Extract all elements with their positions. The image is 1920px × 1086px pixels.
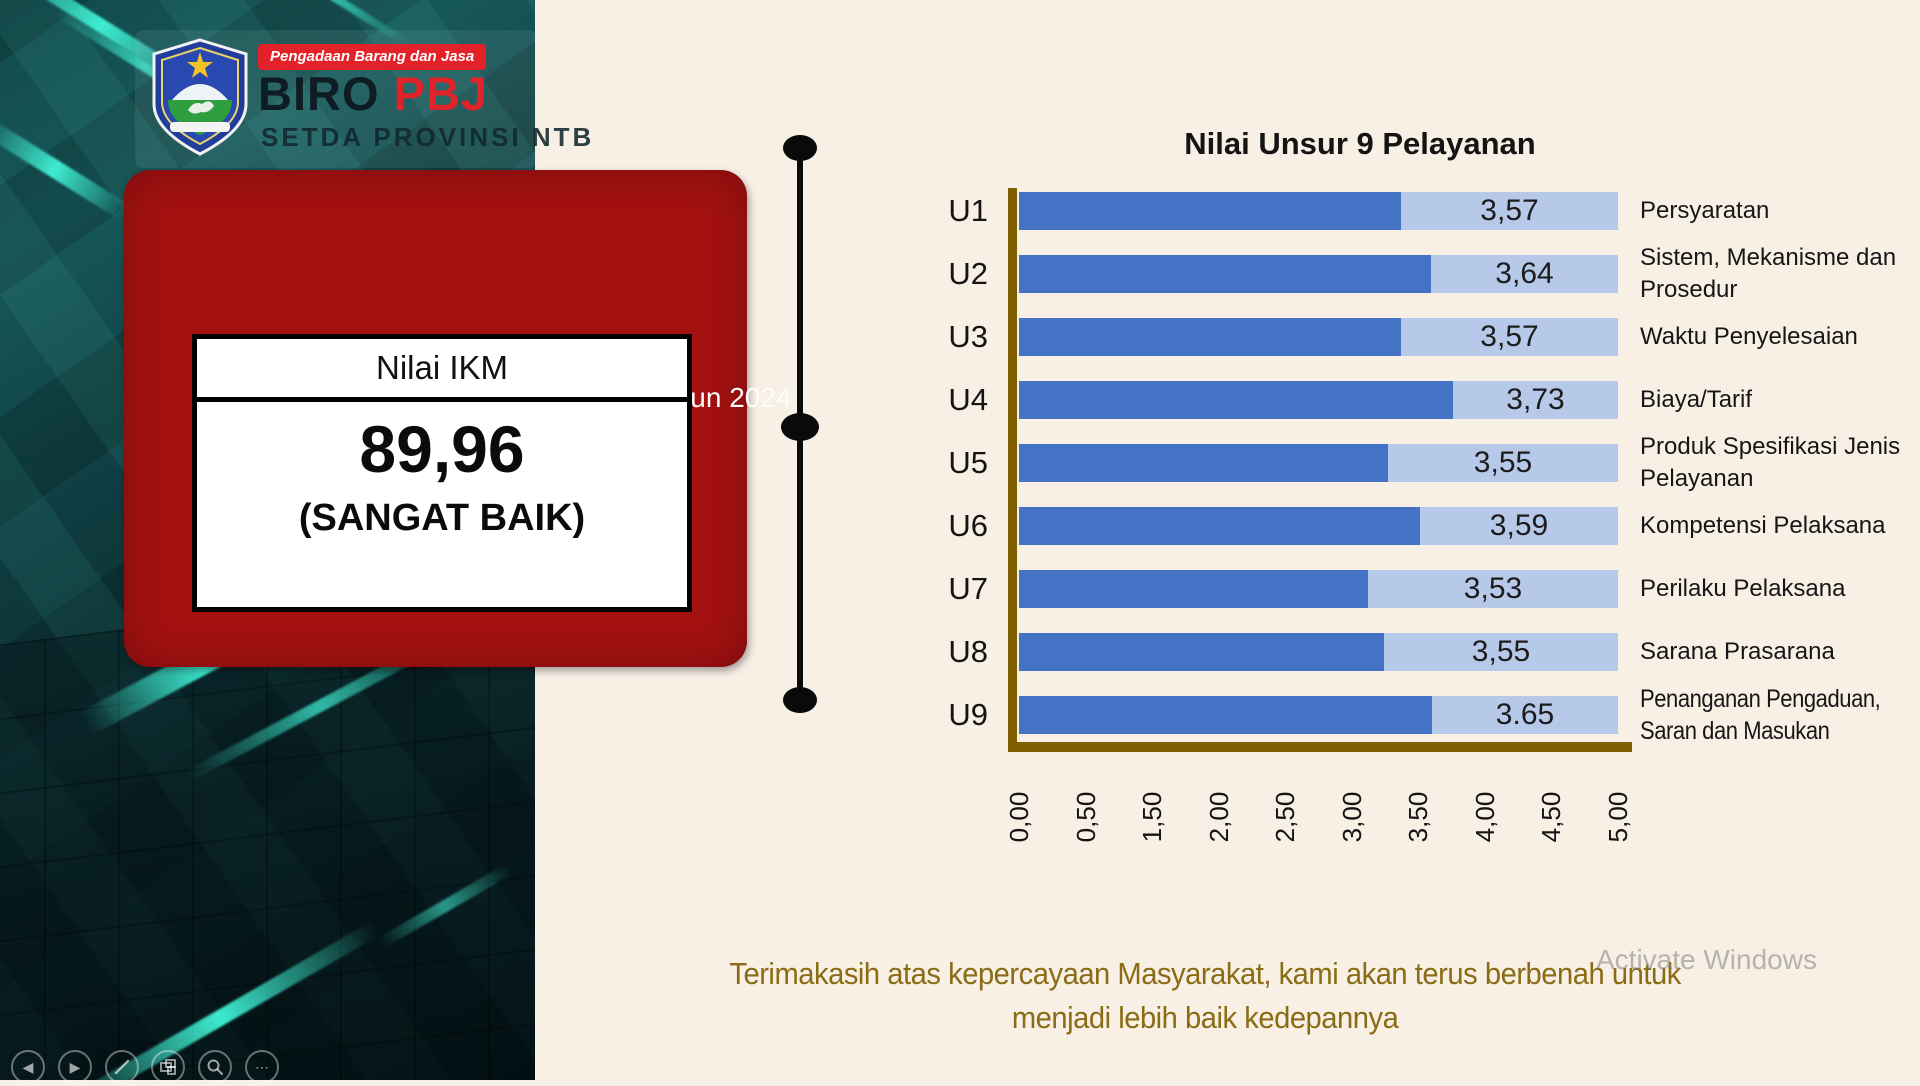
- chart-x-tick-label: 2,50: [1270, 791, 1301, 843]
- previous-arrow-icon: ◀: [22, 1059, 34, 1075]
- chart-bar-value-label: 3,57: [1480, 320, 1539, 353]
- chart-unit-label: Sistem, Mekanisme dan Prosedur: [1640, 244, 1897, 303]
- chart-bar-dark-segment: [1019, 192, 1401, 230]
- chart-category-label: U7: [948, 571, 988, 606]
- chart-x-tick-label: 0,00: [1004, 791, 1034, 843]
- ntb-crest-icon: [152, 38, 248, 156]
- footer-message-line1: Terimakasih atas kepercayaan Masyarakat,…: [729, 956, 1681, 991]
- chart-bar-light-segment: [1401, 318, 1618, 356]
- chart-title: Nilai Unsur 9 Pelayanan: [1184, 126, 1536, 161]
- chart-unit-label: Penanganan Pengaduan, Saran dan Masukan: [1640, 685, 1881, 745]
- chart-x-tick-labels: 0,00 0,50 1,50 2,00 2,50 3,00 3,50 4,00 4,50 5,00: [880, 770, 1920, 890]
- chart-unit-label: Sarana Prasarana: [1640, 638, 1835, 665]
- footer-message-line2: menjadi lebih baik kedepannya: [1011, 1000, 1399, 1035]
- chart-category-label: U3: [948, 319, 988, 354]
- chart-bar-value-label: 3,55: [1471, 635, 1531, 668]
- logo-title-pbj: PBJ: [393, 67, 488, 120]
- chart-category-label: U9: [948, 697, 988, 732]
- logo-subtitle: SETDA PROVINSI NTB: [261, 122, 595, 152]
- slide-navigator-icon: [160, 1059, 176, 1075]
- chart-x-tick-label: 2,00: [1203, 791, 1234, 843]
- chart-x-tick-label: 4,00: [1469, 791, 1500, 843]
- chart-x-tick-label: 3,50: [1403, 791, 1434, 843]
- timeline-dot: [781, 413, 819, 441]
- footer-message: Terimakasih atas kepercayaan Masyarakat,…: [545, 952, 1865, 1040]
- logo-title: BIRO PBJ: [258, 66, 488, 121]
- ellipsis-icon: ⋯: [255, 1059, 269, 1075]
- chart-unit-label: Perilaku Pelaksana: [1640, 575, 1846, 602]
- chart-unit-label: Produk Spesifikasi Jenis Pelayanan: [1640, 433, 1901, 492]
- chart-bar-dark-segment: [1019, 444, 1388, 482]
- chart-unit-label: Biaya/Tarif: [1640, 386, 1753, 413]
- activate-windows-watermark: Activate Windows: [1596, 944, 1817, 975]
- chart-x-tick-label: 1,50: [1137, 791, 1168, 843]
- chart-bar-value-label: 3,55: [1473, 446, 1533, 479]
- chart-x-tick-label: 3,00: [1336, 791, 1367, 843]
- chart-unit-label: Kompetensi Pelaksana: [1640, 512, 1886, 539]
- ikm-score-label: Nilai IKM: [197, 339, 687, 402]
- chart-bar-light-segment: [1431, 255, 1618, 293]
- timeline-dot: [783, 687, 817, 713]
- magnifier-icon: [207, 1059, 223, 1075]
- chart-bar-dark-segment: [1019, 696, 1432, 734]
- chart-bar-dark-segment: [1019, 570, 1368, 608]
- chart-bar-light-segment: [1388, 444, 1618, 482]
- ikm-score-category: (SANGAT BAIK): [298, 497, 586, 539]
- ikm-score-value: 89,96: [359, 412, 525, 486]
- chart-bar-dark-segment: [1019, 633, 1384, 671]
- chart-unit-label: Persyaratan: [1640, 197, 1770, 224]
- timeline-dot: [783, 135, 817, 161]
- chart-unit-label: Waktu Penyelesaian: [1640, 323, 1858, 350]
- chart-bar-value-label: 3,57: [1480, 194, 1539, 227]
- chart-x-axis: [1008, 742, 1632, 752]
- chart-bar-value-label: 3,59: [1489, 509, 1549, 542]
- chart-category-label: U2: [948, 256, 988, 291]
- chart-bar-dark-segment: [1019, 381, 1453, 419]
- chart-x-tick-label: 5,00: [1603, 791, 1633, 843]
- chart-plot-area: U1 3,57 Persyaratan U2 3,64 Sistem, Mekanisme…: [880, 192, 1920, 772]
- chart-bar-light-segment: [1384, 633, 1618, 671]
- chart-bar-value-label: 3,73: [1506, 383, 1565, 416]
- slide-navigator-button[interactable]: [151, 1050, 185, 1084]
- chart-bar-dark-segment: [1019, 507, 1420, 545]
- pen-tools-button[interactable]: [105, 1050, 139, 1084]
- zoom-slide-button[interactable]: [198, 1050, 232, 1084]
- chart-category-label: U1: [948, 193, 988, 228]
- chart-bar-value-label: 3,53: [1463, 572, 1523, 605]
- chart-x-tick-label: 4,50: [1536, 791, 1567, 843]
- chart-bar-value-label: 3.65: [1495, 698, 1555, 731]
- chart-category-label: U5: [948, 445, 988, 480]
- chart-category-label: U8: [948, 634, 988, 669]
- more-options-button[interactable]: ⋯: [245, 1050, 279, 1084]
- chart-category-label: U6: [948, 508, 988, 543]
- pen-icon: [114, 1059, 130, 1075]
- previous-slide-button[interactable]: ◀: [11, 1050, 45, 1084]
- chart-bar-light-segment: [1420, 507, 1618, 545]
- chart-bar-value-label: 3,64: [1495, 257, 1554, 290]
- next-arrow-icon: ▶: [69, 1059, 81, 1075]
- chart-bar-light-segment: [1432, 696, 1618, 734]
- chart-x-tick-label: 0,50: [1070, 791, 1101, 843]
- chart-bar-light-segment: [1401, 192, 1618, 230]
- chart-category-label: U4: [948, 382, 988, 417]
- logo-title-biro: BIRO: [258, 67, 394, 120]
- next-slide-button[interactable]: ▶: [58, 1050, 92, 1084]
- chart-bar-dark-segment: [1019, 318, 1401, 356]
- chart-bar-light-segment: [1368, 570, 1618, 608]
- chart-bar-dark-segment: [1019, 255, 1431, 293]
- ikm-score-box: Nilai IKM 89,96 (SANGAT BAIK): [192, 334, 692, 612]
- logo-banner: Pengadaan Barang dan Jasa: [258, 44, 487, 70]
- chart-bar-light-segment: [1453, 381, 1618, 419]
- chart-y-axis: [1008, 188, 1017, 751]
